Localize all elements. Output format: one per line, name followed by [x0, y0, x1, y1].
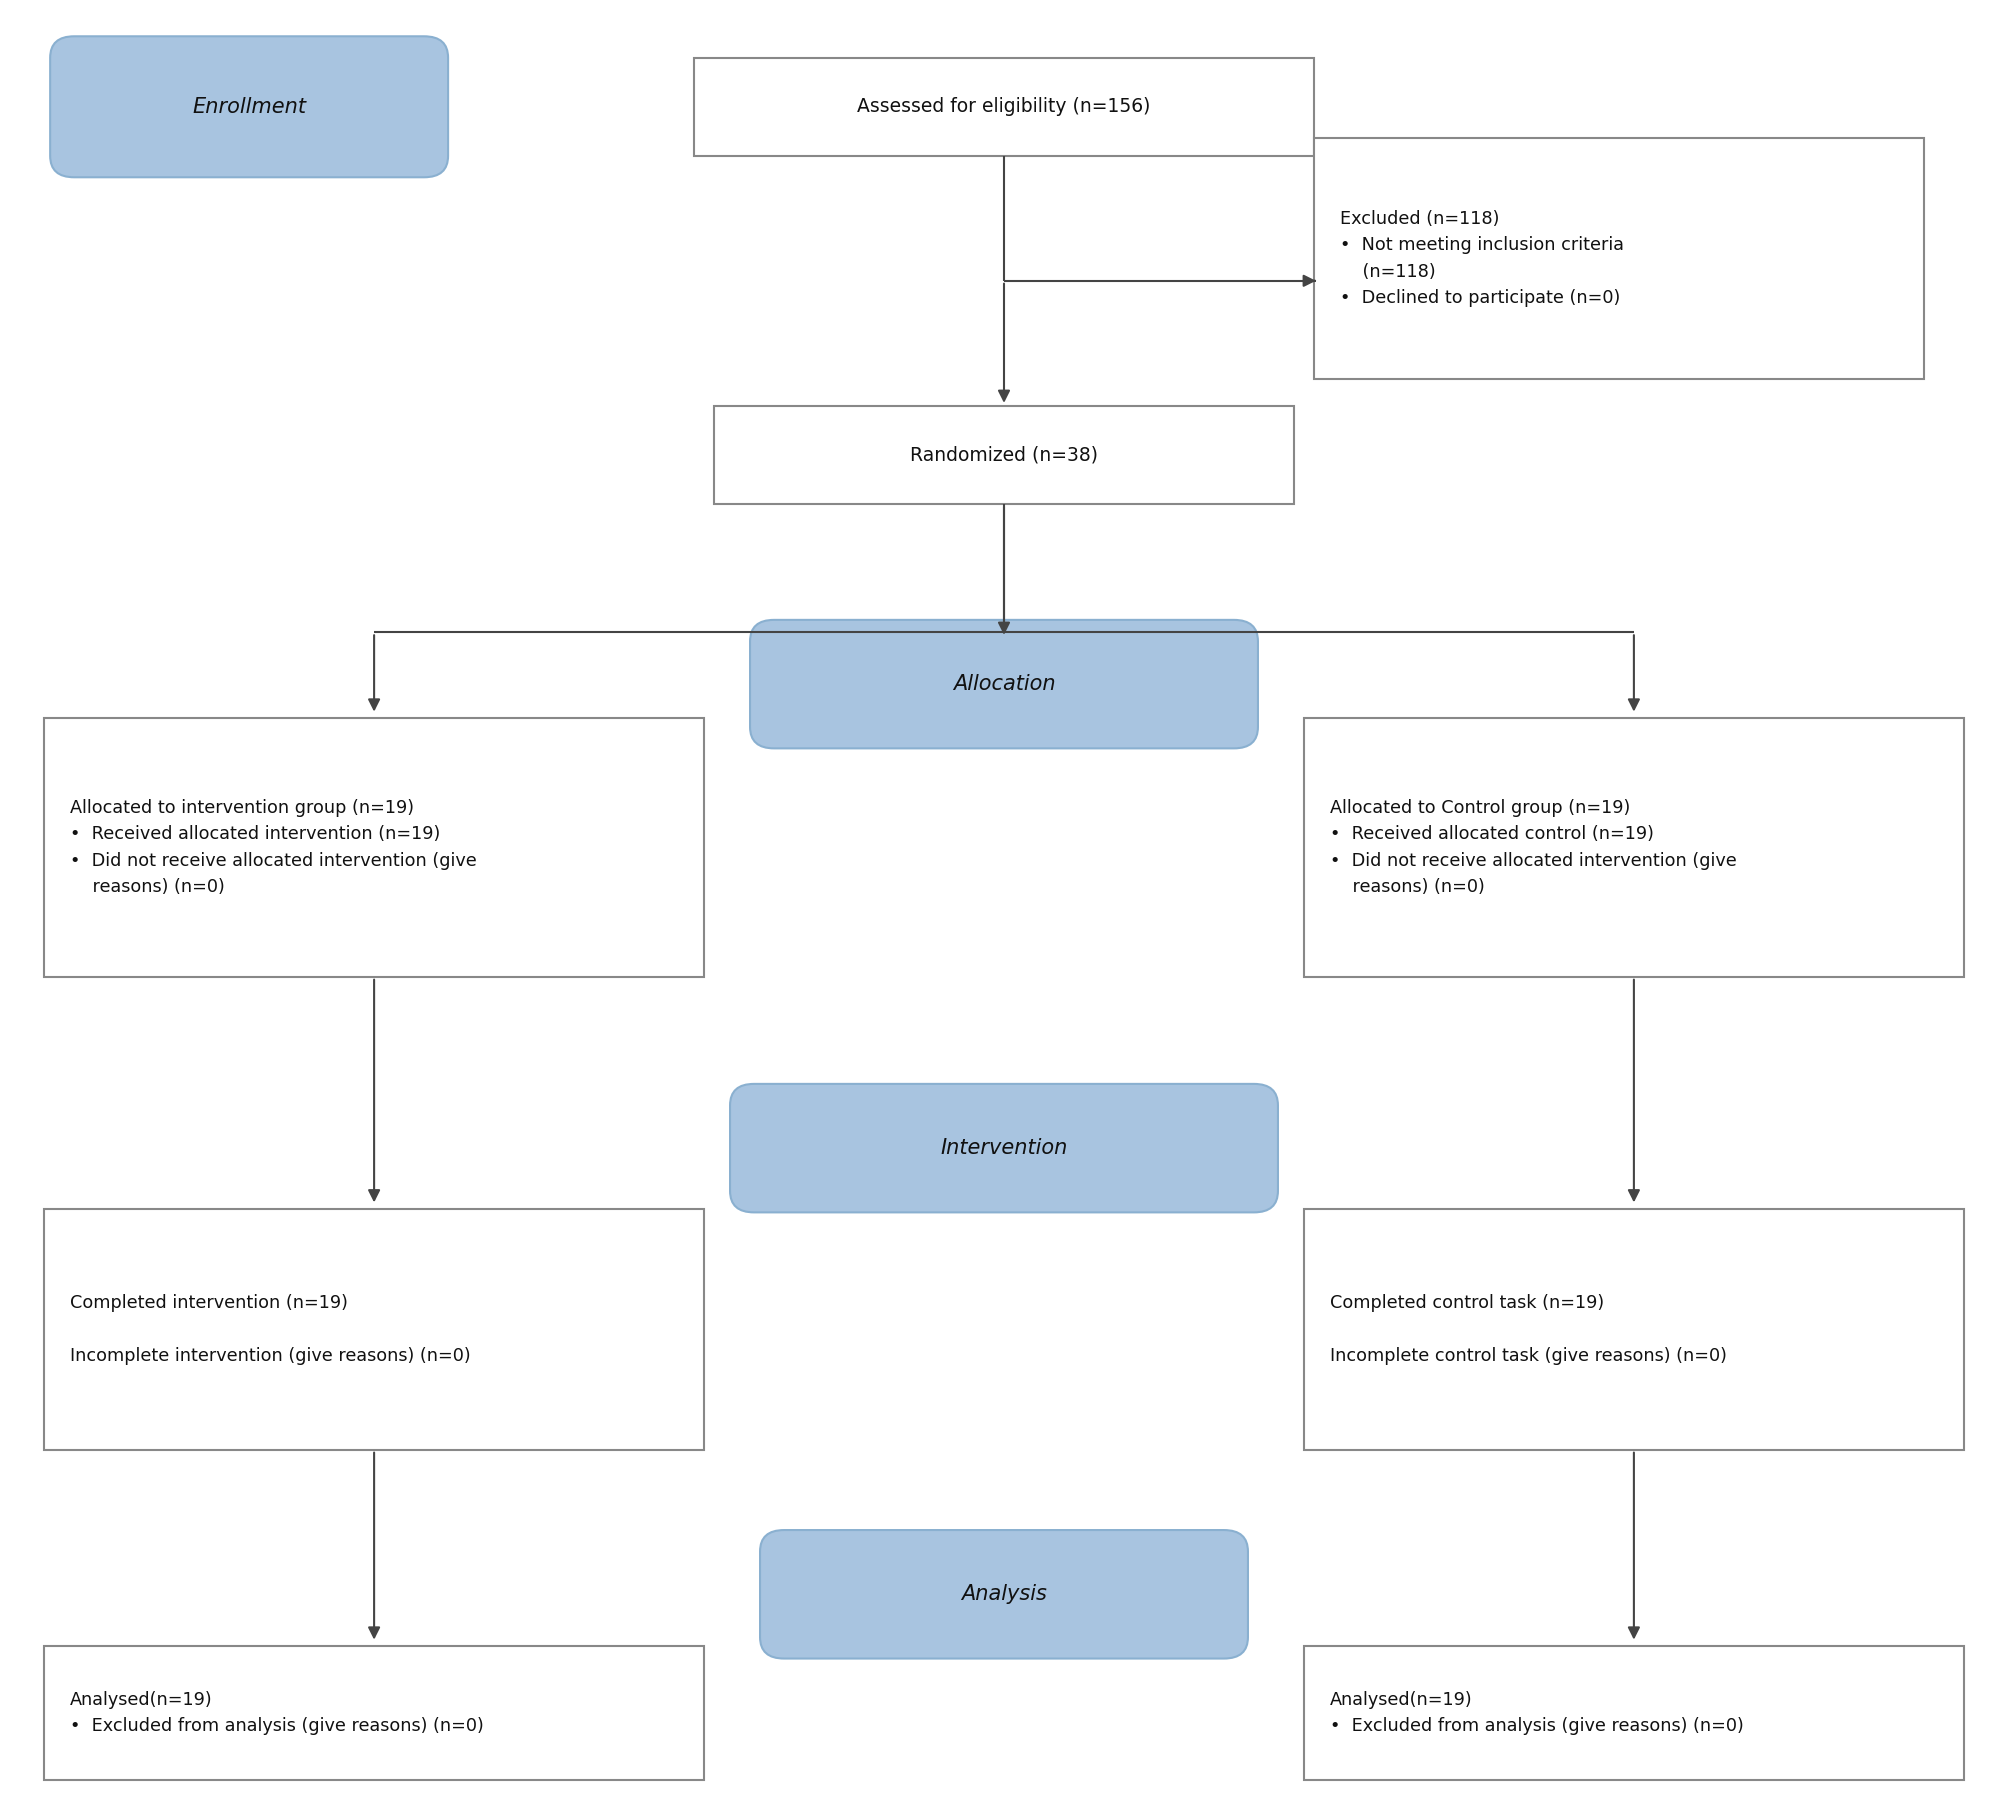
FancyBboxPatch shape	[1303, 1208, 1963, 1451]
Text: Analysed(n=19)
•  Excluded from analysis (give reasons) (n=0): Analysed(n=19) • Excluded from analysis …	[1329, 1691, 1742, 1736]
FancyBboxPatch shape	[1313, 138, 1923, 378]
FancyBboxPatch shape	[44, 1208, 704, 1451]
Text: Analysed(n=19)
•  Excluded from analysis (give reasons) (n=0): Analysed(n=19) • Excluded from analysis …	[70, 1691, 484, 1736]
Text: Completed intervention (n=19)

Incomplete intervention (give reasons) (n=0): Completed intervention (n=19) Incomplete…	[70, 1295, 470, 1364]
FancyBboxPatch shape	[714, 405, 1293, 504]
Text: Intervention: Intervention	[939, 1139, 1068, 1158]
FancyBboxPatch shape	[761, 1529, 1246, 1659]
Text: Excluded (n=118)
•  Not meeting inclusion criteria
    (n=118)
•  Declined to pa: Excluded (n=118) • Not meeting inclusion…	[1339, 210, 1624, 307]
Text: Enrollment: Enrollment	[193, 97, 305, 117]
FancyBboxPatch shape	[731, 1085, 1276, 1212]
FancyBboxPatch shape	[44, 717, 704, 977]
FancyBboxPatch shape	[50, 36, 448, 178]
Text: Allocated to Control group (n=19)
•  Received allocated control (n=19)
•  Did no: Allocated to Control group (n=19) • Rece…	[1329, 800, 1736, 896]
Text: Allocated to intervention group (n=19)
•  Received allocated intervention (n=19): Allocated to intervention group (n=19) •…	[70, 800, 478, 896]
FancyBboxPatch shape	[44, 1646, 704, 1780]
Text: Randomized (n=38): Randomized (n=38)	[909, 445, 1098, 464]
Text: Assessed for eligibility (n=156): Assessed for eligibility (n=156)	[857, 97, 1150, 117]
Text: Analysis: Analysis	[961, 1585, 1046, 1605]
FancyBboxPatch shape	[751, 620, 1256, 748]
FancyBboxPatch shape	[1303, 717, 1963, 977]
FancyBboxPatch shape	[694, 57, 1313, 156]
Text: Allocation: Allocation	[951, 674, 1056, 694]
FancyBboxPatch shape	[1303, 1646, 1963, 1780]
Text: Completed control task (n=19)

Incomplete control task (give reasons) (n=0): Completed control task (n=19) Incomplete…	[1329, 1295, 1726, 1364]
